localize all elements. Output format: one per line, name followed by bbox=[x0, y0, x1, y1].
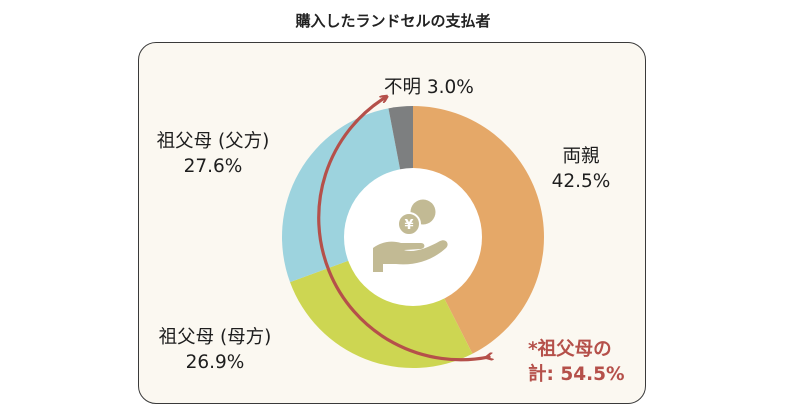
yen-symbol: ¥ bbox=[404, 218, 413, 233]
label-ryoshin-name: 両親 bbox=[562, 146, 600, 167]
hand-shape bbox=[373, 240, 448, 272]
label-ryoshin-pct: 42.5% bbox=[551, 171, 611, 192]
label-fumei: 不明 3.0% bbox=[384, 77, 474, 98]
label-ryoshin: 両親 42.5% bbox=[536, 144, 626, 194]
label-grandparents-total: *祖父母の 計: 54.5% bbox=[528, 337, 625, 387]
label-boho-name: 祖父母 (母方) bbox=[158, 327, 272, 348]
grandparents-total-arrow bbox=[317, 98, 489, 362]
donut-hole bbox=[344, 168, 482, 306]
label-total-line1: *祖父母の bbox=[528, 339, 612, 360]
chart-title: 購入したランドセルの支払者 bbox=[295, 12, 491, 30]
label-total-line2: 計: 54.5% bbox=[528, 364, 625, 385]
label-fuho-pct: 27.6% bbox=[183, 156, 243, 177]
hand-holding-yen-coin-icon: ¥ bbox=[373, 199, 448, 272]
label-boho: 祖父母 (母方) 26.9% bbox=[140, 325, 290, 375]
coin-front bbox=[397, 212, 421, 236]
label-fuho: 祖父母 (父方) 27.6% bbox=[138, 129, 288, 179]
label-boho-pct: 26.9% bbox=[185, 352, 245, 373]
label-fuho-name: 祖父母 (父方) bbox=[156, 131, 270, 152]
